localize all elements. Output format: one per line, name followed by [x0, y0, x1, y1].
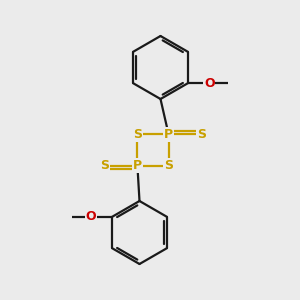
Text: P: P [133, 159, 142, 172]
Text: S: S [133, 128, 142, 141]
Text: O: O [204, 77, 215, 90]
Text: S: S [197, 128, 206, 141]
Text: S: S [164, 159, 173, 172]
Text: O: O [85, 210, 96, 223]
Text: P: P [164, 128, 173, 141]
Text: S: S [100, 159, 109, 172]
